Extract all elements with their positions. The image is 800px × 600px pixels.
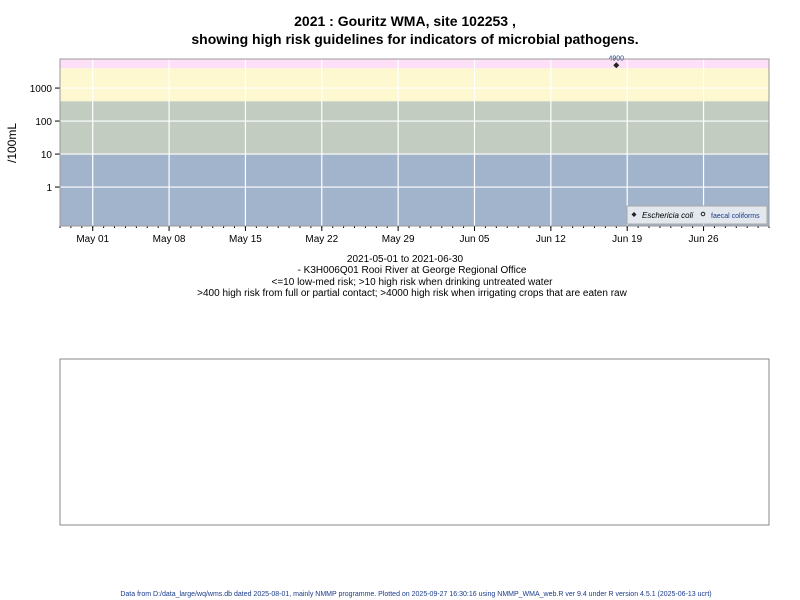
x-tick-label: Jun 12 bbox=[536, 234, 566, 245]
empty-second-panel bbox=[59, 358, 770, 526]
chart-title-line-1: 2021 : Gouritz WMA, site 102253 , bbox=[294, 13, 516, 29]
legend-faecal-marker bbox=[700, 211, 706, 217]
y-tick-label: 1 bbox=[46, 183, 52, 194]
caption-date-range: 2021-05-01 to 2021-06-30 bbox=[347, 254, 464, 265]
x-tick-label: May 22 bbox=[305, 234, 338, 245]
caption-site: - K3H006Q01 Rooi River at George Regiona… bbox=[298, 265, 527, 276]
caption-drinking-risk: <=10 low-med risk; >10 high risk when dr… bbox=[272, 277, 554, 288]
legend-box bbox=[626, 205, 768, 225]
y-tick-label: 10 bbox=[41, 150, 53, 161]
risk-band-3 bbox=[60, 59, 769, 69]
risk-band-2 bbox=[60, 68, 769, 102]
footer-note: Data from D:/data_large/wq/wms.db dated … bbox=[120, 591, 711, 598]
data-point-ecoli bbox=[613, 62, 620, 69]
x-tick-label: May 08 bbox=[153, 234, 186, 245]
legend: Eschericia coli faecal coliforms bbox=[626, 205, 768, 225]
y-axis-label: /100mL bbox=[5, 123, 19, 163]
x-tick-label: Jun 26 bbox=[689, 234, 719, 245]
plot-border bbox=[59, 58, 770, 227]
x-tick-label: Jun 05 bbox=[459, 234, 489, 245]
chart-title-line-2: showing high risk guidelines for indicat… bbox=[191, 31, 638, 47]
legend-ecoli-marker bbox=[631, 212, 637, 217]
x-tick-label: May 15 bbox=[229, 234, 262, 245]
x-tick-label: May 29 bbox=[382, 234, 415, 245]
y-tick-label: 100 bbox=[35, 117, 52, 128]
legend-ecoli-label: Eschericia coli bbox=[642, 211, 693, 220]
x-tick-label: Jun 19 bbox=[612, 234, 642, 245]
risk-band-1 bbox=[60, 101, 769, 155]
x-tick-label: May 01 bbox=[76, 234, 109, 245]
legend-faecal-label: faecal coliforms bbox=[711, 213, 760, 220]
caption-contact-risk: >400 high risk from full or partial cont… bbox=[197, 288, 627, 299]
y-tick-label: 1000 bbox=[30, 84, 53, 95]
